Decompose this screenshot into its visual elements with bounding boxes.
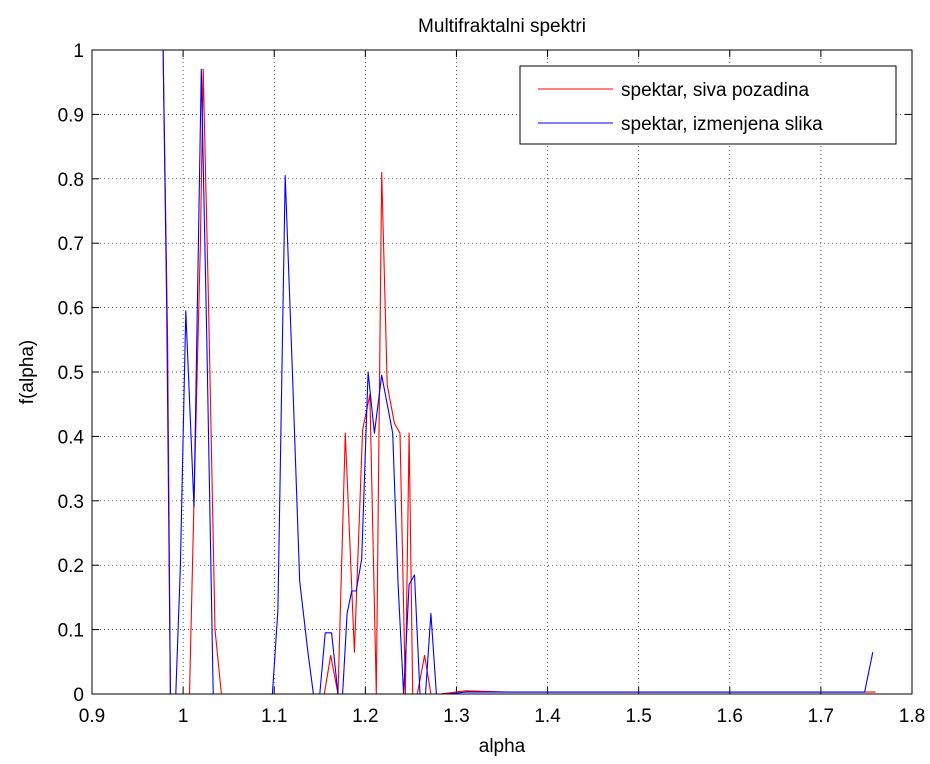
- x-tick-label: 1.7: [808, 706, 834, 727]
- axes-border: [91, 49, 913, 695]
- x-tick-label: 1.5: [625, 706, 651, 727]
- x-tick-label: 1.2: [352, 706, 378, 727]
- legend: spektar, siva pozadina spektar, izmenjen…: [519, 65, 897, 145]
- x-tick-label: 1.6: [717, 706, 743, 727]
- x-tick-label: 1.4: [534, 706, 561, 727]
- legend-entry-siva-pozadina: spektar, siva pozadina: [621, 80, 809, 101]
- y-axis-label: f(alpha): [17, 340, 38, 404]
- y-tick-label: 0.4: [58, 427, 85, 448]
- y-tick-label: 0.3: [58, 492, 84, 513]
- x-tick-labels: 0.9 1 1.1 1.2 1.3 1.4 1.5 1.6 1.7 1.8: [79, 706, 925, 727]
- grid-lines: [92, 50, 912, 694]
- y-tick-labels: 0 0.1 0.2 0.3 0.4 0.5 0.6 0.7 0.8 0.9 1: [58, 41, 85, 706]
- legend-entry-izmenjena-slika: spektar, izmenjena slika: [621, 114, 823, 135]
- legend-box: [519, 65, 897, 145]
- y-tick-label: 0.8: [58, 170, 84, 191]
- x-tick-label: 0.9: [79, 706, 105, 727]
- x-tick-label: 1.3: [443, 706, 469, 727]
- chart-title: Multifraktalni spektri: [418, 16, 586, 37]
- x-axis-label: alpha: [479, 736, 526, 757]
- x-tick-label: 1.1: [261, 706, 287, 727]
- y-tick-label: 0.2: [58, 556, 84, 577]
- y-tick-label: 0.5: [58, 363, 84, 384]
- y-tick-label: 0: [73, 685, 84, 706]
- y-tick-label: 0.1: [58, 621, 84, 642]
- plot-area: [91, 49, 913, 695]
- y-tick-label: 1: [73, 41, 84, 62]
- y-tick-label: 0.7: [58, 234, 84, 255]
- y-tick-label: 0.9: [58, 105, 84, 126]
- y-tick-label: 0.6: [58, 299, 84, 320]
- x-tick-label: 1.8: [899, 706, 925, 727]
- x-tick-label: 1: [178, 706, 189, 727]
